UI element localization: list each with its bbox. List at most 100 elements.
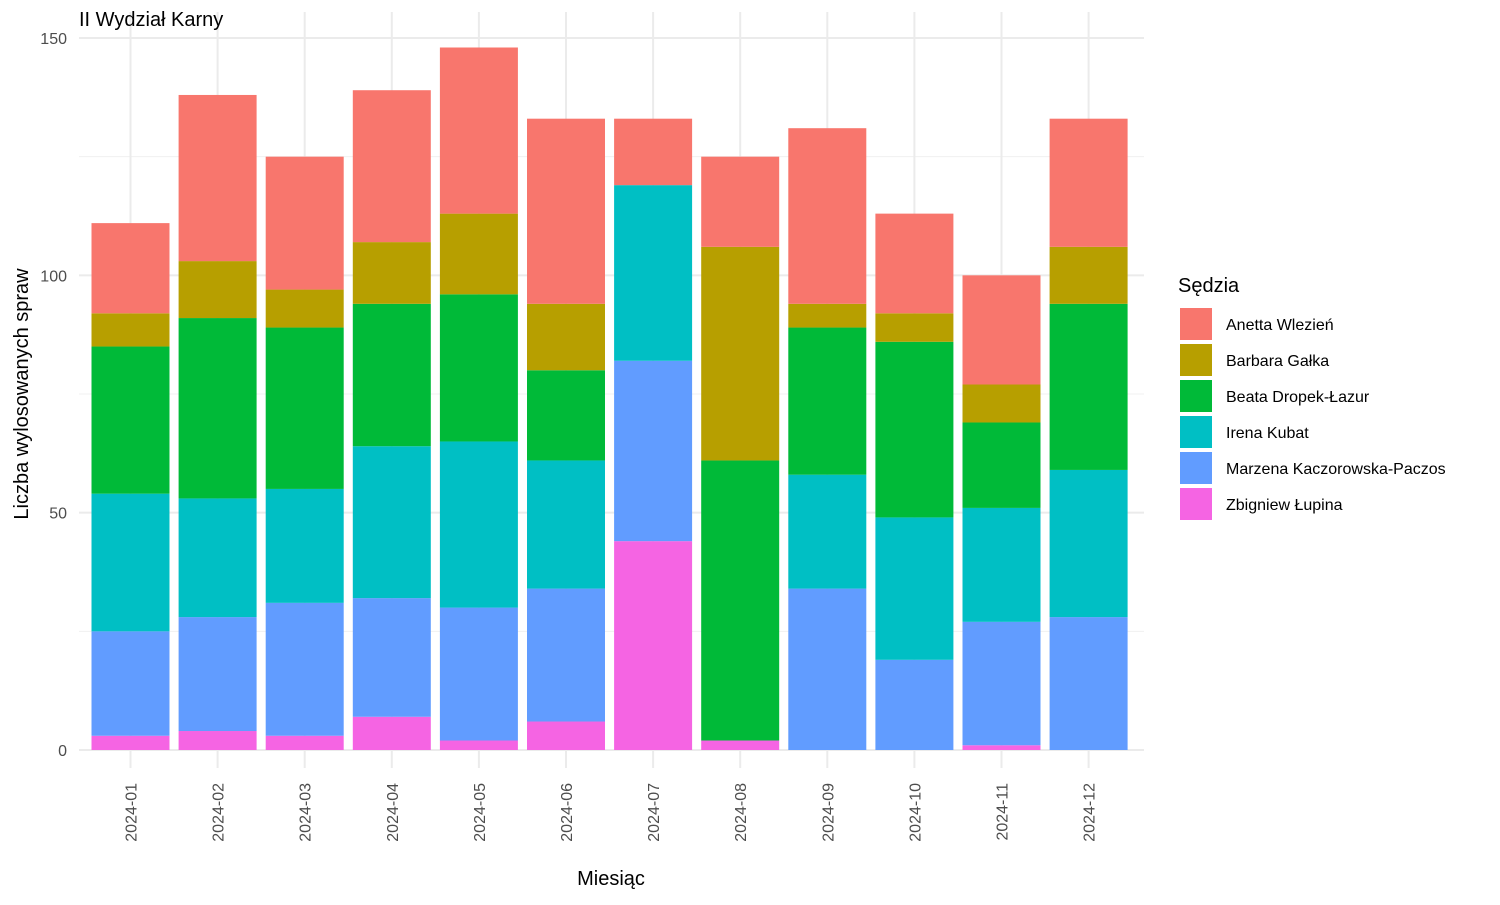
bar-segment (527, 370, 605, 461)
bars (91, 47, 1128, 750)
bar-segment (788, 303, 867, 328)
bar-segment (701, 740, 780, 750)
bar-segment (91, 313, 170, 347)
legend-key (1180, 416, 1212, 448)
x-tick-label: 2024-07 (646, 783, 663, 842)
bar-segment (527, 303, 605, 371)
bar-segment (1049, 246, 1128, 304)
y-tick-label: 150 (40, 31, 67, 48)
bar-segment (91, 735, 170, 750)
bar-segment (265, 602, 344, 736)
y-tick-label: 50 (49, 506, 67, 523)
legend-key (1180, 488, 1212, 520)
bar-segment (265, 289, 344, 328)
y-tick-label: 0 (58, 743, 67, 760)
bar-segment (439, 441, 518, 608)
bar-segment (91, 493, 170, 632)
bar-segment (352, 303, 431, 447)
bar-segment (178, 498, 257, 618)
x-axis-title: Miesiąc (577, 868, 645, 890)
bar-segment (614, 541, 693, 750)
bar-segment (352, 598, 431, 717)
bar-segment (439, 213, 518, 295)
legend-label: Barbara Gałka (1226, 353, 1329, 370)
x-tick-label: 2024-03 (298, 783, 315, 842)
bar-segment (265, 735, 344, 750)
x-tick-label: 2024-05 (472, 783, 489, 842)
bar-segment (1049, 118, 1128, 247)
bar-segment (439, 607, 518, 741)
bar-segment (614, 185, 693, 361)
legend: Sędzia Anetta Wlezień Barbara Gałka Beata … (1178, 275, 1446, 520)
bar-segment (614, 118, 693, 186)
x-tick-label: 2024-01 (124, 783, 141, 842)
bar-segment (91, 346, 170, 494)
bar-segment (178, 261, 257, 319)
legend-key (1180, 344, 1212, 376)
legend-label: Anetta Wlezień (1226, 317, 1334, 334)
bar-segment (875, 213, 954, 314)
chart-title: II Wydział Karny (79, 9, 223, 31)
bar-segment (1049, 469, 1128, 618)
bar-segment (352, 716, 431, 750)
x-tick-label: 2024-04 (385, 783, 402, 842)
bar-segment (788, 588, 867, 750)
bar-segment (962, 384, 1041, 423)
bar-segment (439, 47, 518, 214)
bar-segment (91, 631, 170, 736)
bar-segment (875, 341, 954, 518)
bar-segment (701, 156, 780, 247)
bar-segment (962, 745, 1041, 750)
bar-segment (178, 94, 257, 262)
bar-segment (962, 621, 1041, 746)
bar-segment (527, 588, 605, 722)
bar-segment (788, 128, 867, 304)
bar-segment (1049, 617, 1128, 750)
bar-segment (178, 617, 257, 732)
legend-label: Zbigniew Łupina (1226, 497, 1343, 514)
bar-segment (265, 156, 344, 290)
y-tick-label: 100 (40, 268, 67, 285)
legend-title: Sędzia (1178, 275, 1240, 297)
x-tick-label: 2024-12 (1082, 783, 1099, 842)
legend-label: Beata Dropek-Łazur (1226, 389, 1370, 406)
bar-segment (439, 740, 518, 750)
axes: 0 50 100 150 2024-01 2024-02 2024-03 2024-04 202… (40, 31, 1098, 842)
bar-segment (439, 294, 518, 442)
x-tick-label: 2024-09 (820, 783, 837, 842)
bar-segment (265, 488, 344, 603)
bar-segment (788, 474, 867, 589)
bar-segment (701, 246, 780, 461)
bar-segment (265, 327, 344, 489)
legend-key (1180, 380, 1212, 412)
bar-segment (352, 90, 431, 243)
bar-segment (352, 242, 431, 304)
legend-label: Marzena Kaczorowska-Paczos (1226, 461, 1446, 478)
bar-segment (527, 460, 605, 589)
bar-segment (788, 327, 867, 475)
x-tick-label: 2024-11 (995, 783, 1012, 841)
bar-segment (178, 318, 257, 499)
y-axis-title: Liczba wylosowanych spraw (11, 268, 33, 520)
bar-segment (875, 517, 954, 660)
bar-segment (527, 721, 605, 750)
bar-segment (962, 275, 1041, 385)
legend-key (1180, 452, 1212, 484)
x-tick-label: 2024-08 (733, 783, 750, 842)
bar-segment (962, 422, 1041, 508)
bar-segment (962, 507, 1041, 622)
bar-segment (701, 460, 780, 741)
legend-key (1180, 308, 1212, 340)
x-tick-label: 2024-10 (907, 783, 924, 842)
legend-label: Irena Kubat (1226, 425, 1309, 442)
bar-segment (1049, 303, 1128, 470)
bar-segment (352, 446, 431, 599)
x-tick-label: 2024-06 (559, 783, 576, 842)
x-tick-label: 2024-02 (211, 783, 228, 842)
bar-segment (614, 360, 693, 542)
bar-segment (178, 731, 257, 750)
bar-segment (527, 118, 605, 304)
bar-segment (875, 659, 954, 750)
